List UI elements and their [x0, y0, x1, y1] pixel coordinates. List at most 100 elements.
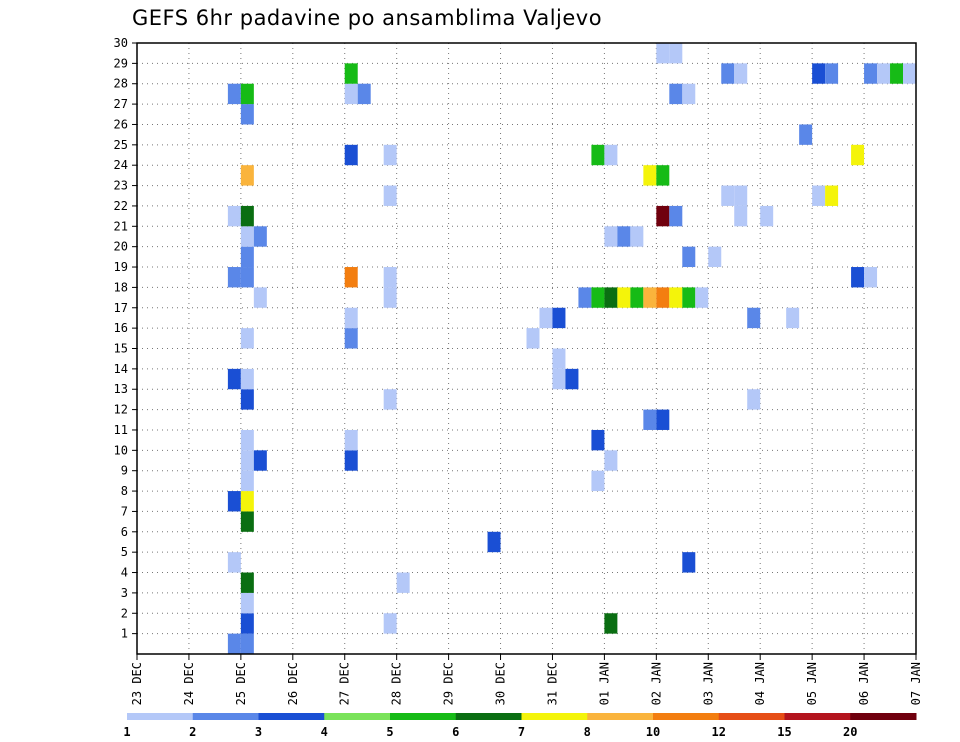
precip-cell [552, 368, 566, 390]
precip-cell [227, 83, 241, 105]
colorbar-segment [455, 713, 522, 720]
x-tick-label: 01 JAN [597, 662, 611, 705]
precip-cell [240, 572, 254, 593]
precip-cell [240, 205, 254, 227]
precip-cell [344, 450, 358, 471]
precip-cell [643, 287, 657, 308]
precip-cell [695, 287, 709, 308]
y-tick-label: 9 [121, 464, 128, 478]
precip-cell [760, 205, 774, 227]
precip-cell [799, 124, 813, 145]
colorbar-label: 7 [518, 725, 525, 739]
precip-cell [240, 613, 254, 634]
precip-cell [643, 165, 657, 186]
precip-cell [383, 267, 397, 288]
precip-cell [669, 43, 683, 64]
x-tick-label: 26 DEC [286, 662, 300, 705]
precip-cell [825, 185, 839, 206]
precip-cell [240, 246, 254, 268]
precip-cell [682, 287, 696, 308]
y-tick-label: 25 [114, 138, 128, 152]
precip-cell [656, 287, 670, 308]
x-tick-label: 31 DEC [545, 662, 559, 705]
precip-cell [604, 613, 618, 634]
colorbar-label: 4 [321, 725, 328, 739]
precip-cell [617, 287, 631, 308]
precip-cell [344, 328, 358, 349]
colorbar-label: 1 [123, 725, 130, 739]
precip-cell [240, 633, 254, 654]
precip-cell [253, 450, 267, 471]
colorbar-label: 5 [386, 725, 393, 739]
precip-cell [864, 63, 878, 84]
colorbar-segment [192, 713, 259, 720]
precip-cell [786, 307, 800, 329]
precip-cell [344, 429, 358, 451]
precip-cell [604, 450, 618, 471]
colorbar-segment [587, 713, 654, 720]
precip-cell [812, 63, 826, 84]
precip-cell [604, 287, 618, 308]
x-tick-label: 23 DEC [130, 662, 144, 705]
precip-cell [643, 409, 657, 430]
x-tick-label: 28 DEC [390, 662, 404, 705]
precip-cell [240, 470, 254, 492]
y-tick-label: 7 [121, 504, 128, 518]
y-tick-label: 1 [121, 627, 128, 641]
y-tick-label: 18 [114, 280, 128, 294]
colorbar-segment [718, 713, 785, 720]
y-tick-label: 12 [114, 403, 128, 417]
precip-cell [877, 63, 891, 84]
precip-cell [604, 144, 618, 166]
x-tick-label: 07 JAN [909, 662, 923, 705]
x-tick-label: 25 DEC [234, 662, 248, 705]
precip-cell [227, 267, 241, 288]
y-tick-label: 21 [114, 219, 128, 233]
y-tick-label: 13 [114, 382, 128, 396]
y-tick-label: 15 [114, 342, 128, 356]
precip-cell [240, 592, 254, 614]
precip-cell [357, 83, 371, 105]
precip-cell [240, 226, 254, 247]
y-tick-label: 20 [114, 240, 128, 254]
precip-cell [851, 267, 865, 288]
precip-cell [591, 429, 605, 451]
x-tick-label: 04 JAN [753, 662, 767, 705]
precip-cell [227, 552, 241, 573]
precip-cell [747, 307, 761, 329]
y-tick-label: 6 [121, 525, 128, 539]
precip-cell [240, 429, 254, 451]
colorbar-label: 15 [777, 725, 791, 739]
y-tick-label: 11 [114, 423, 128, 437]
precip-cell [656, 409, 670, 430]
precip-cell [630, 226, 644, 247]
precip-cell [669, 287, 683, 308]
colorbar-segment [324, 713, 391, 720]
x-tick-label: 24 DEC [182, 662, 196, 705]
precip-cell [227, 633, 241, 654]
y-tick-label: 28 [114, 77, 128, 91]
precip-cell [578, 287, 592, 308]
precip-cell [747, 389, 761, 410]
precip-cell [539, 307, 553, 329]
precip-cell [591, 287, 605, 308]
y-tick-label: 30 [114, 36, 128, 50]
precip-cell [487, 531, 501, 553]
precip-cell [344, 144, 358, 166]
y-tick-label: 14 [114, 362, 128, 376]
y-tick-label: 5 [121, 545, 128, 559]
precip-cell [825, 63, 839, 84]
precip-cell [734, 63, 748, 84]
precip-cell [383, 144, 397, 166]
precip-cell [552, 307, 566, 329]
precip-cell [669, 83, 683, 105]
precip-cell [344, 307, 358, 329]
precip-cell [526, 328, 540, 349]
precip-cell [591, 470, 605, 492]
x-tick-label: 05 JAN [805, 662, 819, 705]
y-tick-label: 23 [114, 179, 128, 193]
precip-cell [604, 226, 618, 247]
colorbar-label: 3 [255, 725, 262, 739]
y-tick-label: 8 [121, 484, 128, 498]
